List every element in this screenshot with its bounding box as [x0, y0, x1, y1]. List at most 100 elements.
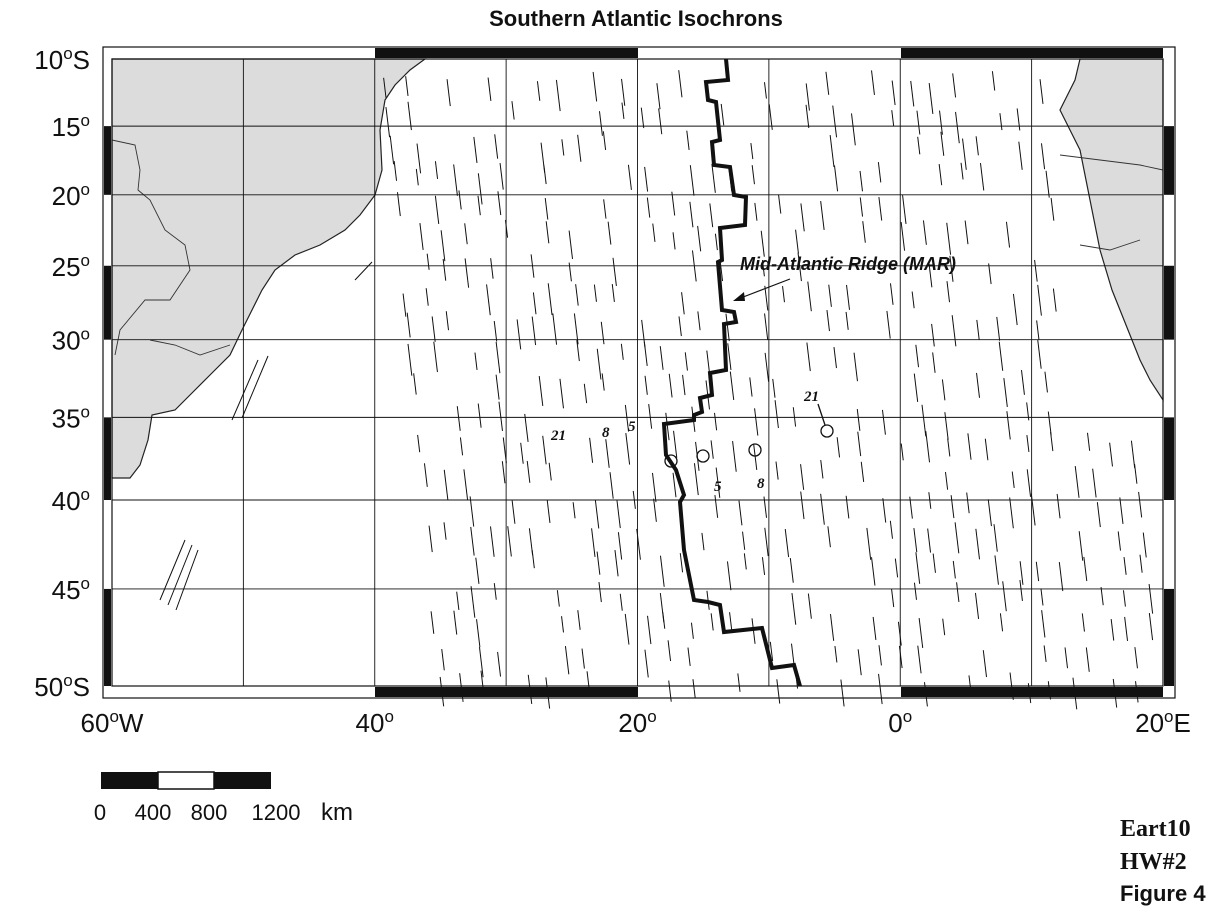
isochron — [354, 261, 373, 281]
isochron — [667, 640, 672, 662]
isochron — [820, 493, 825, 525]
isochron — [800, 203, 805, 232]
isochron — [828, 284, 832, 307]
isochron — [433, 341, 438, 373]
isochron — [987, 499, 992, 527]
isochron — [441, 648, 445, 671]
isochron — [918, 617, 924, 649]
degree-mark: o — [903, 707, 912, 726]
isochron — [1016, 108, 1021, 131]
isochron — [489, 526, 495, 557]
isochron — [459, 437, 464, 456]
isochron — [428, 525, 433, 553]
isochron — [396, 192, 401, 217]
isochron — [871, 557, 876, 586]
isochron — [619, 593, 623, 611]
isochron — [714, 412, 718, 431]
isochron — [941, 379, 946, 401]
isochron — [596, 551, 601, 575]
frame-bar — [375, 687, 638, 697]
isochron — [727, 343, 732, 370]
degree-mark: o — [63, 671, 72, 690]
isochron — [548, 462, 552, 481]
isochron — [1018, 141, 1023, 170]
isochron — [494, 134, 499, 159]
isochron — [556, 590, 560, 607]
isochron — [750, 142, 754, 160]
isochron — [931, 323, 935, 347]
isochron — [820, 459, 824, 479]
isochron — [851, 113, 856, 146]
isochron — [406, 312, 411, 338]
isochron — [820, 200, 825, 231]
isochron — [1035, 561, 1040, 582]
isochron — [764, 285, 769, 311]
isochron — [862, 221, 866, 243]
isochron — [882, 498, 887, 523]
isochron — [891, 80, 896, 106]
isochron — [860, 461, 865, 482]
isochron — [477, 173, 483, 205]
isochron — [501, 461, 506, 484]
isochron — [159, 539, 186, 601]
arrow-head — [733, 292, 745, 301]
isochron — [772, 378, 776, 398]
isochron — [682, 374, 686, 396]
isochron — [241, 355, 269, 419]
isochron — [1134, 647, 1138, 669]
lat-label: 20o — [52, 180, 90, 211]
degree-mark: o — [81, 111, 90, 130]
footer-course: Eart10 — [1120, 816, 1191, 842]
lon-label: 40o — [356, 707, 394, 738]
isochron — [1050, 431, 1054, 452]
lat-number: 30 — [52, 326, 81, 356]
isochron — [477, 195, 481, 216]
isochron — [1148, 583, 1154, 614]
isochron — [643, 341, 648, 367]
isochron — [928, 83, 934, 114]
isochron — [624, 613, 630, 645]
isochron — [925, 431, 931, 463]
lon-number: 20 — [618, 708, 647, 738]
isochron — [872, 616, 877, 641]
isochron — [568, 230, 574, 260]
isochron — [659, 346, 664, 370]
isochron — [1036, 320, 1040, 340]
isochron — [464, 223, 468, 245]
isochron — [1003, 377, 1008, 408]
isochron — [589, 437, 594, 463]
leader — [817, 403, 826, 426]
isochron — [974, 592, 980, 619]
isochron — [778, 194, 782, 214]
isochron — [999, 613, 1004, 632]
isochron — [898, 645, 903, 669]
isochron — [832, 105, 838, 138]
ridge-label: Mid-Atlantic Ridge (MAR) — [740, 254, 956, 274]
isochron — [966, 492, 970, 514]
lon-label: 20o — [618, 707, 656, 738]
degree-mark: o — [1164, 707, 1173, 726]
isochron — [866, 527, 872, 560]
isochron — [1134, 463, 1138, 484]
isochron — [486, 284, 491, 316]
isochron — [1142, 532, 1147, 558]
isochron — [453, 610, 458, 635]
isochron — [751, 618, 756, 644]
isochron — [944, 412, 949, 440]
isochron — [946, 281, 951, 303]
isochron — [478, 646, 484, 678]
isochron — [559, 378, 564, 409]
isochron — [764, 527, 769, 557]
isochron — [947, 438, 951, 457]
africa — [1059, 58, 1164, 403]
isochron — [940, 131, 945, 156]
frame-inner — [111, 58, 1164, 687]
isochron — [950, 495, 955, 519]
isochron — [949, 255, 954, 282]
isochron — [856, 408, 861, 431]
frame-bar — [901, 48, 1163, 58]
isochron — [692, 679, 696, 699]
isochron — [389, 135, 395, 165]
isochron — [1044, 371, 1048, 393]
isochron — [495, 341, 501, 374]
